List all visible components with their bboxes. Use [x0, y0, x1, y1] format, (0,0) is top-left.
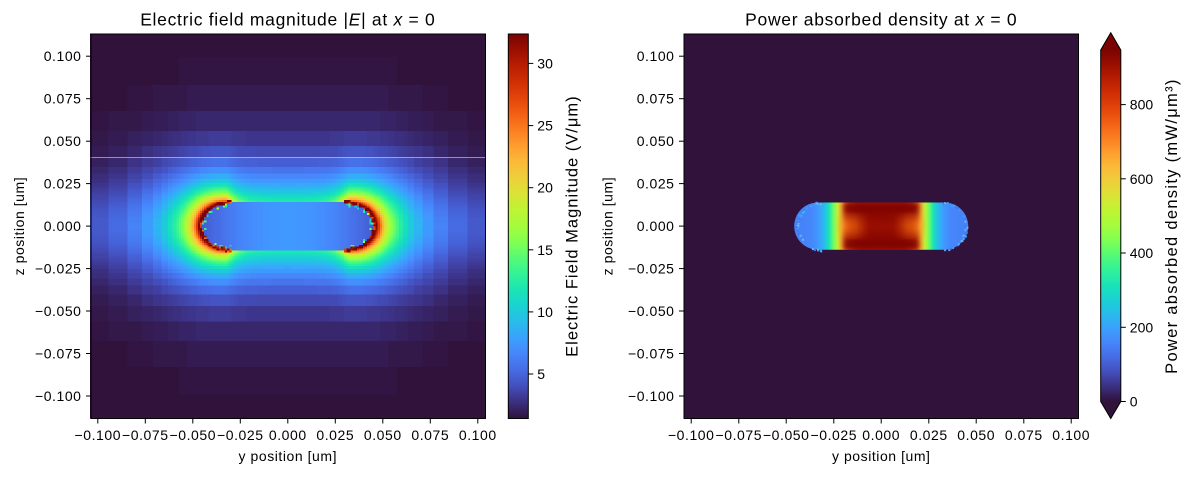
svg-text:Electric field magnitude |E| a: Electric field magnitude |E| at x = 0	[140, 9, 435, 29]
svg-text:−0.025: −0.025	[217, 427, 264, 443]
svg-text:10: 10	[537, 304, 553, 320]
svg-text:0.100: 0.100	[1052, 427, 1090, 443]
svg-text:0.050: 0.050	[957, 427, 995, 443]
svg-text:0.025: 0.025	[316, 427, 354, 443]
svg-text:30: 30	[537, 55, 553, 71]
svg-text:200: 200	[1130, 319, 1154, 335]
svg-text:0.075: 0.075	[637, 91, 675, 107]
svg-text:−0.025: −0.025	[35, 261, 82, 277]
svg-text:25: 25	[537, 118, 553, 134]
svg-text:−0.075: −0.075	[35, 346, 82, 362]
svg-text:15: 15	[537, 242, 553, 258]
svg-text:y position [um]: y position [um]	[239, 448, 338, 464]
svg-text:0.000: 0.000	[269, 427, 307, 443]
svg-text:0.100: 0.100	[637, 48, 675, 64]
svg-text:−0.100: −0.100	[668, 427, 715, 443]
svg-text:0.000: 0.000	[44, 218, 82, 234]
svg-text:0.025: 0.025	[910, 427, 948, 443]
svg-text:0.100: 0.100	[459, 427, 497, 443]
svg-text:5: 5	[537, 366, 545, 382]
svg-text:20: 20	[537, 180, 553, 196]
svg-text:−0.025: −0.025	[628, 261, 675, 277]
svg-text:0.050: 0.050	[364, 427, 402, 443]
svg-text:0.050: 0.050	[44, 133, 82, 149]
svg-text:0.075: 0.075	[411, 427, 449, 443]
svg-text:0.000: 0.000	[862, 427, 900, 443]
svg-text:−0.100: −0.100	[75, 427, 122, 443]
svg-text:−0.025: −0.025	[811, 427, 858, 443]
svg-text:z position [um]: z position [um]	[600, 177, 616, 276]
svg-text:−0.075: −0.075	[122, 427, 169, 443]
svg-text:−0.075: −0.075	[628, 346, 675, 362]
svg-text:0.100: 0.100	[44, 48, 82, 64]
svg-text:Power absorbed density at x =: Power absorbed density at x = 0	[745, 9, 1017, 29]
svg-text:−0.050: −0.050	[763, 427, 810, 443]
svg-text:600: 600	[1130, 171, 1154, 187]
svg-text:0.075: 0.075	[44, 91, 82, 107]
svg-text:−0.100: −0.100	[35, 388, 82, 404]
svg-text:−0.050: −0.050	[170, 427, 217, 443]
svg-text:−0.050: −0.050	[35, 303, 82, 319]
svg-text:400: 400	[1130, 245, 1154, 261]
svg-text:0.050: 0.050	[637, 133, 675, 149]
svg-text:0: 0	[1130, 394, 1138, 410]
svg-text:Electric Field Magnitude (V/μm: Electric Field Magnitude (V/μm)	[564, 95, 582, 357]
svg-text:−0.100: −0.100	[628, 388, 675, 404]
svg-text:z position [um]: z position [um]	[11, 177, 27, 276]
svg-text:Power absorbed density (mW/μm³: Power absorbed density (mW/μm³)	[1163, 78, 1181, 374]
svg-text:−0.075: −0.075	[716, 427, 763, 443]
svg-text:−0.050: −0.050	[628, 303, 675, 319]
svg-text:0.025: 0.025	[637, 176, 675, 192]
svg-text:0.075: 0.075	[1005, 427, 1043, 443]
svg-text:0.025: 0.025	[44, 176, 82, 192]
svg-text:0.000: 0.000	[637, 218, 675, 234]
svg-text:y position [um]: y position [um]	[832, 448, 931, 464]
svg-text:800: 800	[1130, 97, 1154, 113]
